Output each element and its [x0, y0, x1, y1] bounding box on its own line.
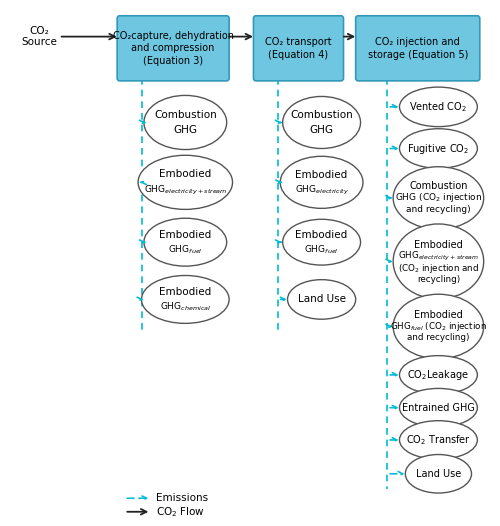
Text: Emissions: Emissions	[156, 493, 208, 503]
Text: CO₂ injection and
storage (Equation 5): CO₂ injection and storage (Equation 5)	[368, 37, 468, 60]
Text: GHG (CO$_2$ injection: GHG (CO$_2$ injection	[394, 191, 482, 205]
Ellipse shape	[400, 388, 477, 427]
Ellipse shape	[144, 95, 226, 149]
Ellipse shape	[280, 156, 363, 208]
Text: CO$_2$ Flow: CO$_2$ Flow	[156, 505, 205, 519]
Ellipse shape	[142, 276, 229, 323]
Text: Embodied: Embodied	[159, 230, 212, 240]
Ellipse shape	[393, 294, 484, 359]
Ellipse shape	[400, 87, 477, 127]
Text: GHG$_{electricity+stream}$: GHG$_{electricity+stream}$	[144, 184, 227, 197]
Text: GHG$_{fuel}$: GHG$_{fuel}$	[168, 243, 202, 256]
Text: CO₂
Source: CO₂ Source	[22, 26, 57, 47]
Text: and recycling): and recycling)	[407, 333, 470, 342]
Text: Land Use: Land Use	[298, 295, 346, 305]
Ellipse shape	[400, 129, 477, 168]
Text: Embodied: Embodied	[414, 240, 463, 250]
Text: Entrained GHG: Entrained GHG	[402, 403, 475, 413]
FancyBboxPatch shape	[117, 16, 229, 81]
FancyBboxPatch shape	[356, 16, 480, 81]
Ellipse shape	[400, 356, 477, 394]
FancyBboxPatch shape	[254, 16, 344, 81]
Ellipse shape	[138, 155, 232, 209]
Text: GHG$_{fuel}$: GHG$_{fuel}$	[304, 243, 339, 256]
Text: recycling): recycling)	[417, 275, 460, 284]
Text: (CO$_2$ injection and: (CO$_2$ injection and	[398, 262, 479, 275]
Ellipse shape	[282, 96, 360, 148]
Text: Embodied: Embodied	[296, 230, 348, 240]
Text: Land Use: Land Use	[416, 469, 461, 479]
Ellipse shape	[288, 280, 356, 319]
Text: GHG$_{electricity}$: GHG$_{electricity}$	[294, 184, 348, 197]
Text: GHG$_{chemical}$: GHG$_{chemical}$	[160, 300, 211, 313]
Text: Vented CO$_2$: Vented CO$_2$	[410, 100, 468, 114]
Ellipse shape	[393, 167, 484, 229]
Text: and recycling): and recycling)	[406, 205, 470, 214]
Text: GHG: GHG	[174, 125, 198, 135]
Text: Combustion: Combustion	[409, 181, 468, 191]
Ellipse shape	[282, 219, 360, 265]
Text: GHG$_{electricity+stream}$: GHG$_{electricity+stream}$	[398, 250, 479, 263]
Text: CO₂capture, dehydration
and compression
(Equation 3): CO₂capture, dehydration and compression …	[112, 31, 234, 66]
Text: Embodied: Embodied	[159, 169, 212, 179]
Text: Combustion: Combustion	[154, 110, 216, 120]
Text: Embodied: Embodied	[159, 287, 212, 297]
Text: Embodied: Embodied	[414, 310, 463, 320]
Text: CO$_2$Leakage: CO$_2$Leakage	[408, 368, 470, 382]
Text: Fugitive CO$_2$: Fugitive CO$_2$	[408, 141, 470, 156]
Ellipse shape	[144, 218, 226, 266]
Text: GHG$_{fuel}$ (CO$_2$ injection: GHG$_{fuel}$ (CO$_2$ injection	[390, 320, 487, 333]
Text: Embodied: Embodied	[296, 169, 348, 179]
Text: GHG: GHG	[310, 125, 334, 135]
Ellipse shape	[406, 454, 471, 493]
Ellipse shape	[393, 224, 484, 299]
Ellipse shape	[400, 421, 477, 459]
Text: CO$_2$ Transfer: CO$_2$ Transfer	[406, 433, 471, 447]
Text: Combustion: Combustion	[290, 110, 353, 120]
Text: CO₂ transport
(Equation 4): CO₂ transport (Equation 4)	[265, 37, 332, 60]
